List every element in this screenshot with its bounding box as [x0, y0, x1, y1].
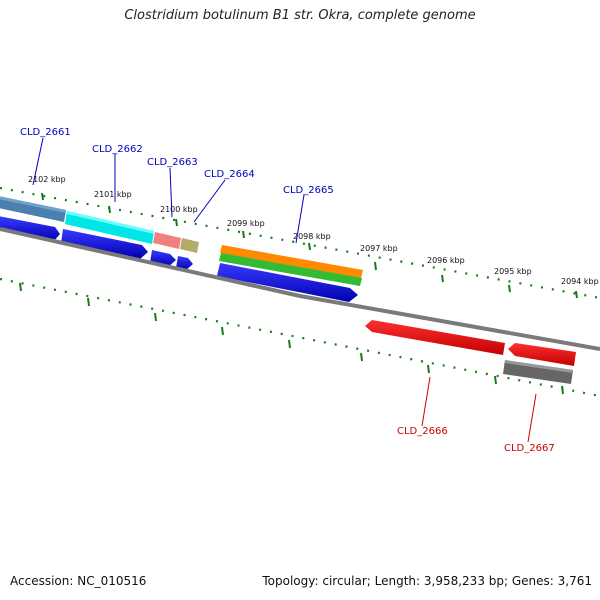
forward-feature-bars [0, 196, 363, 286]
gene-label-cld-2667: CLD_2667 [504, 443, 555, 454]
scale-label: 2094 kbp [561, 277, 599, 286]
gene-label-cld-2664: CLD_2664 [204, 169, 255, 180]
reverse-cds-arrows [365, 320, 576, 366]
genome-backbone [0, 227, 600, 351]
gene-labels: CLD_2661 CLD_2662 CLD_2663 CLD_2664 CLD_… [20, 127, 555, 454]
outer-tick-ring [0, 186, 600, 300]
map-title: Clostridium botulinum B1 str. Okra, comp… [124, 8, 476, 23]
scale-labels: 2102 kbp 2101 kbp 2100 kbp 2099 kbp 2098… [28, 175, 599, 286]
scale-label: 2098 kbp [293, 232, 331, 241]
scale-label: 2097 kbp [360, 244, 398, 253]
scale-label: 2095 kbp [494, 267, 532, 276]
scale-label: 2096 kbp [427, 256, 465, 265]
gene-label-cld-2661: CLD_2661 [20, 127, 71, 138]
scale-label: 2102 kbp [28, 175, 66, 184]
gene-label-cld-2666: CLD_2666 [397, 426, 448, 437]
reverse-feature-bars [503, 360, 573, 384]
topology-label: Topology: circular; Length: 3,958,233 bp… [262, 574, 592, 588]
scale-label: 2101 kbp [94, 190, 132, 199]
forward-cds-arrows [0, 216, 358, 302]
gene-label-cld-2665: CLD_2665 [283, 185, 334, 196]
scale-label: 2100 kbp [160, 205, 198, 214]
gene-label-cld-2662: CLD_2662 [92, 144, 143, 155]
inner-tick-ring [0, 277, 600, 398]
scale-label: 2099 kbp [227, 219, 265, 228]
gene-leaders [32, 137, 537, 443]
gene-label-cld-2663: CLD_2663 [147, 157, 198, 168]
accession-label: Accession: NC_010516 [10, 574, 147, 588]
